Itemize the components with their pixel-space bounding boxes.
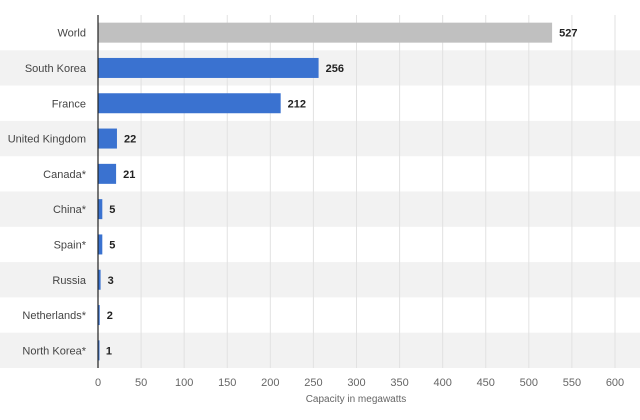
- bars: [98, 22, 553, 361]
- category-label: United Kingdom: [8, 134, 86, 146]
- value-label: 256: [326, 63, 344, 75]
- bar: [98, 234, 103, 255]
- value-label: 5: [109, 204, 115, 216]
- value-label: 3: [108, 275, 114, 287]
- row-bands: [0, 50, 640, 368]
- row-band: [0, 191, 640, 227]
- x-tick-label: 100: [175, 377, 193, 389]
- bar: [98, 163, 117, 184]
- category-label: Netherlands*: [22, 310, 86, 322]
- x-tick-label: 250: [304, 377, 322, 389]
- x-tick-label: 0: [95, 377, 101, 389]
- bar: [98, 199, 103, 220]
- bar: [98, 340, 100, 361]
- category-label: North Korea*: [22, 345, 86, 357]
- x-tick-label: 400: [433, 377, 451, 389]
- category-label: Spain*: [54, 239, 87, 251]
- bar: [98, 305, 100, 326]
- x-tick-label: 300: [347, 377, 365, 389]
- category-label: Russia: [52, 275, 87, 287]
- x-tick-label: 150: [218, 377, 236, 389]
- bar: [98, 93, 281, 114]
- row-band: [0, 50, 640, 86]
- category-label: World: [57, 28, 86, 40]
- x-tick-label: 550: [563, 377, 581, 389]
- bar: [98, 57, 319, 78]
- row-band: [0, 262, 640, 298]
- value-label: 1: [106, 345, 112, 357]
- x-tick-label: 350: [390, 377, 408, 389]
- category-label: France: [52, 98, 86, 110]
- x-tick-label: 200: [261, 377, 279, 389]
- category-labels: World South Korea France United Kingdom Cana…: [8, 28, 87, 358]
- x-tick-label: 600: [606, 377, 624, 389]
- row-band: [0, 332, 640, 368]
- x-axis-title: Capacity in megawatts: [306, 394, 407, 405]
- category-label: Canada*: [43, 169, 87, 181]
- bar: [98, 269, 101, 290]
- row-band: [0, 120, 640, 157]
- category-label: China*: [53, 204, 87, 216]
- category-label: South Korea: [25, 63, 87, 75]
- x-axis-ticks: 0 50 100 150 200 250 300 350 400 450 500 550 600: [95, 377, 624, 389]
- bar: [98, 128, 117, 149]
- x-tick-label: 450: [477, 377, 495, 389]
- x-tick-label: 500: [520, 377, 538, 389]
- value-label: 21: [123, 169, 135, 181]
- bar: [98, 22, 553, 43]
- value-label: 527: [559, 28, 577, 40]
- value-label: 22: [124, 134, 136, 146]
- value-label: 5: [109, 239, 115, 251]
- x-tick-label: 50: [135, 377, 147, 389]
- value-label: 212: [288, 98, 306, 110]
- value-label: 2: [107, 310, 113, 322]
